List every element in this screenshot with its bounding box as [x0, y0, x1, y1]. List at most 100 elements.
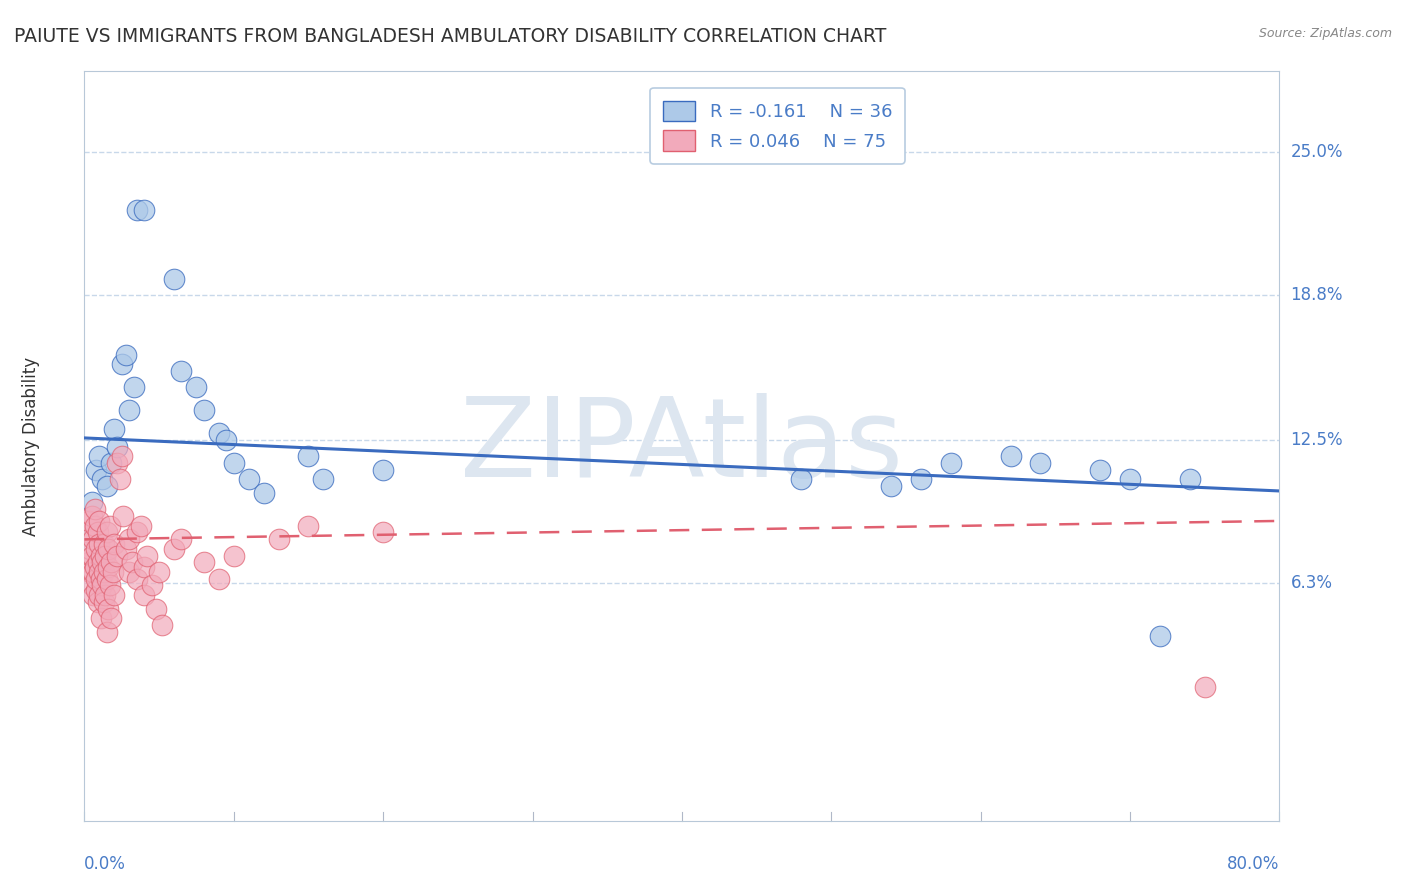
Point: [86, 572, 108, 586]
Point: [150, 617, 173, 632]
Point: [1090, 463, 1112, 477]
Point: [115, 541, 138, 556]
Point: [87, 525, 110, 540]
Point: [105, 440, 128, 454]
Point: [96, 624, 118, 639]
Point: [103, 422, 125, 436]
Text: Source: ZipAtlas.com: Source: ZipAtlas.com: [1258, 27, 1392, 40]
Point: [91, 578, 114, 592]
Point: [122, 380, 145, 394]
Point: [1178, 472, 1201, 486]
Point: [790, 472, 813, 486]
Point: [1000, 450, 1022, 464]
Point: [105, 549, 128, 563]
Point: [215, 434, 238, 448]
Point: [148, 565, 170, 579]
Point: [93, 594, 115, 608]
Point: [186, 380, 208, 394]
Point: [98, 578, 121, 592]
Point: [111, 450, 134, 464]
Point: [115, 348, 138, 362]
Text: 6.3%: 6.3%: [1291, 574, 1333, 592]
Point: [89, 450, 111, 464]
Text: 25.0%: 25.0%: [1291, 143, 1343, 161]
Point: [87, 594, 110, 608]
Point: [86, 463, 108, 477]
Point: [86, 583, 108, 598]
Point: [83, 560, 105, 574]
Point: [96, 572, 118, 586]
Point: [939, 456, 962, 470]
Point: [118, 533, 141, 547]
Point: [100, 456, 122, 470]
Point: [80, 549, 103, 563]
Point: [93, 565, 115, 579]
Point: [94, 549, 117, 563]
Point: [80, 495, 103, 509]
Point: [121, 556, 143, 570]
Point: [125, 202, 148, 217]
Point: [222, 456, 245, 470]
Point: [98, 518, 121, 533]
Point: [163, 272, 186, 286]
Point: [76, 525, 98, 540]
Point: [94, 588, 117, 602]
Point: [373, 463, 395, 477]
Point: [163, 541, 186, 556]
Point: [97, 560, 120, 574]
Text: Ambulatory Disability: Ambulatory Disability: [21, 357, 39, 535]
Point: [90, 572, 112, 586]
Point: [89, 588, 111, 602]
Text: ZIPAtlas: ZIPAtlas: [460, 392, 904, 500]
Point: [100, 556, 122, 570]
Point: [110, 472, 132, 486]
Point: [208, 572, 231, 586]
Point: [105, 456, 128, 470]
Point: [83, 518, 105, 533]
Point: [170, 364, 193, 378]
Text: 12.5%: 12.5%: [1291, 431, 1343, 450]
Point: [222, 549, 245, 563]
Point: [125, 525, 148, 540]
Point: [238, 472, 260, 486]
Point: [86, 541, 108, 556]
Point: [103, 537, 125, 551]
Text: 18.8%: 18.8%: [1291, 286, 1343, 304]
Point: [79, 565, 101, 579]
Point: [1119, 472, 1142, 486]
Text: 80.0%: 80.0%: [1227, 855, 1279, 873]
Point: [87, 556, 110, 570]
Point: [253, 486, 276, 500]
Point: [1194, 680, 1216, 694]
Point: [80, 578, 103, 592]
Point: [141, 578, 163, 592]
Point: [96, 479, 118, 493]
Point: [83, 502, 105, 516]
Point: [145, 601, 167, 615]
Point: [132, 202, 156, 217]
Point: [118, 403, 141, 417]
Point: [170, 533, 193, 547]
Point: [1149, 629, 1171, 643]
Point: [136, 549, 159, 563]
Point: [89, 514, 111, 528]
Point: [91, 472, 114, 486]
Legend: R = -0.161    N = 36, R = 0.046    N = 75: R = -0.161 N = 36, R = 0.046 N = 75: [650, 88, 905, 164]
Point: [312, 472, 335, 486]
Point: [880, 479, 903, 493]
Point: [129, 518, 152, 533]
Point: [80, 509, 103, 524]
Point: [82, 588, 104, 602]
Point: [267, 533, 290, 547]
Point: [193, 403, 215, 417]
Point: [193, 556, 215, 570]
Point: [79, 541, 101, 556]
Point: [93, 537, 115, 551]
Point: [111, 357, 134, 371]
Point: [82, 533, 104, 547]
Point: [297, 518, 319, 533]
Point: [112, 509, 135, 524]
Point: [91, 556, 114, 570]
Point: [90, 549, 112, 563]
Point: [97, 601, 120, 615]
